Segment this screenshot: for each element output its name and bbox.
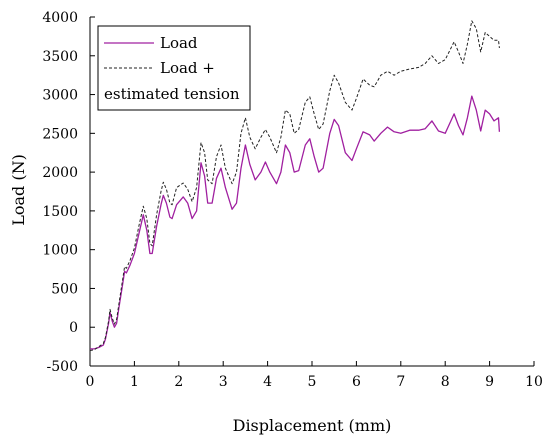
y-tick-label: 500	[51, 281, 78, 297]
series-load-tension-line	[89, 20, 500, 351]
y-axis-label: Load (N)	[9, 154, 28, 226]
y-tick-label: -500	[47, 359, 78, 375]
y-tick-label: 2000	[42, 165, 78, 181]
x-tick-label: 4	[263, 374, 272, 390]
x-axis-label: Displacement (mm)	[233, 416, 392, 435]
legend-label-load: Load	[160, 34, 198, 52]
x-tick-label: 10	[525, 374, 543, 390]
x-tick-label: 1	[130, 374, 139, 390]
legend-label-load-tension-line2: estimated tension	[104, 85, 240, 103]
y-tick-label: 3500	[42, 49, 78, 65]
legend-label-load-tension-line1: Load +	[160, 59, 215, 77]
series-load-line	[90, 95, 501, 350]
x-tick-label: 3	[219, 374, 228, 390]
axis-ticks: 0 1 2 3 4 5 6 7 8 9 10 -500 0 500 1000 1500 2000 2500 3000…	[42, 10, 543, 390]
y-tick-label: 3000	[42, 88, 78, 104]
y-tick-label: 0	[69, 320, 78, 336]
x-tick-label: 8	[441, 374, 450, 390]
legend: Load Load + estimated tension	[97, 25, 251, 111]
x-tick-label: 2	[174, 374, 183, 390]
y-tick-label: 2500	[42, 126, 78, 142]
x-tick-label: 6	[352, 374, 361, 390]
x-tick-label: 5	[308, 374, 317, 390]
y-tick-label: 4000	[42, 10, 78, 26]
x-tick-label: 9	[485, 374, 494, 390]
x-tick-label: 0	[86, 374, 95, 390]
series-layer	[89, 20, 501, 351]
legend-box	[97, 25, 251, 111]
y-tick-label: 1000	[42, 243, 78, 259]
y-tick-label: 1500	[42, 204, 78, 220]
x-tick-label: 7	[396, 374, 405, 390]
